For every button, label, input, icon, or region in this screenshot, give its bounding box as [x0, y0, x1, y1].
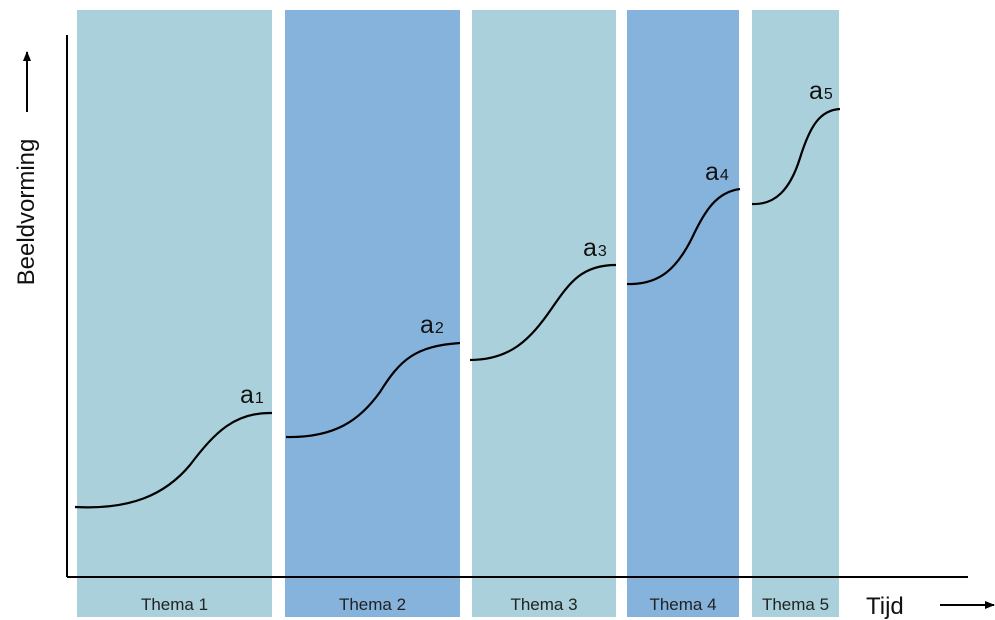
curve-label-letter: a	[420, 311, 434, 339]
curve-label-a4: a4	[705, 158, 729, 186]
curve-a2	[285, 341, 461, 439]
curves	[74, 107, 841, 509]
axes	[23, 35, 995, 609]
theme-band-2	[285, 10, 460, 617]
curve-label-letter: a	[583, 234, 597, 262]
curve-label-a1: a1	[240, 381, 264, 409]
curve-label-letter: a	[240, 381, 254, 409]
curve-label-a2: a2	[420, 311, 444, 339]
curve-label-a3: a3	[583, 234, 607, 262]
curve-label-index: 1	[255, 390, 264, 407]
curve-label-index: 5	[824, 86, 833, 103]
x-axis-title: Tijd	[866, 593, 904, 620]
theme-label-4: Thema 4	[649, 595, 716, 614]
curve-labels: a1 a2 a3 a4 a5	[240, 77, 833, 409]
curve-label-index: 2	[435, 320, 444, 337]
theme-label-5: Thema 5	[762, 595, 829, 614]
curve-a5	[751, 107, 841, 206]
theme-band-5	[752, 10, 839, 617]
curve-label-index: 3	[598, 243, 607, 260]
theme-label-3: Thema 3	[510, 595, 577, 614]
curve-a4	[626, 187, 741, 286]
curve-a1	[74, 411, 273, 509]
theme-label-1: Thema 1	[141, 595, 208, 614]
curve-label-index: 4	[720, 167, 729, 184]
theme-band-1	[77, 10, 272, 617]
theme-band-4	[627, 10, 739, 617]
curve-label-a5: a5	[809, 77, 833, 105]
y-axis-title: Beeldvorming	[13, 139, 40, 286]
curve-label-letter: a	[705, 158, 719, 186]
theme-band-3	[472, 10, 616, 617]
theme-labels: Thema 1 Thema 2 Thema 3 Thema 4 Thema 5	[141, 595, 829, 614]
curve-a3	[469, 263, 617, 362]
curve-label-letter: a	[809, 77, 823, 105]
theme-label-2: Thema 2	[339, 595, 406, 614]
theme-bands	[77, 10, 839, 617]
